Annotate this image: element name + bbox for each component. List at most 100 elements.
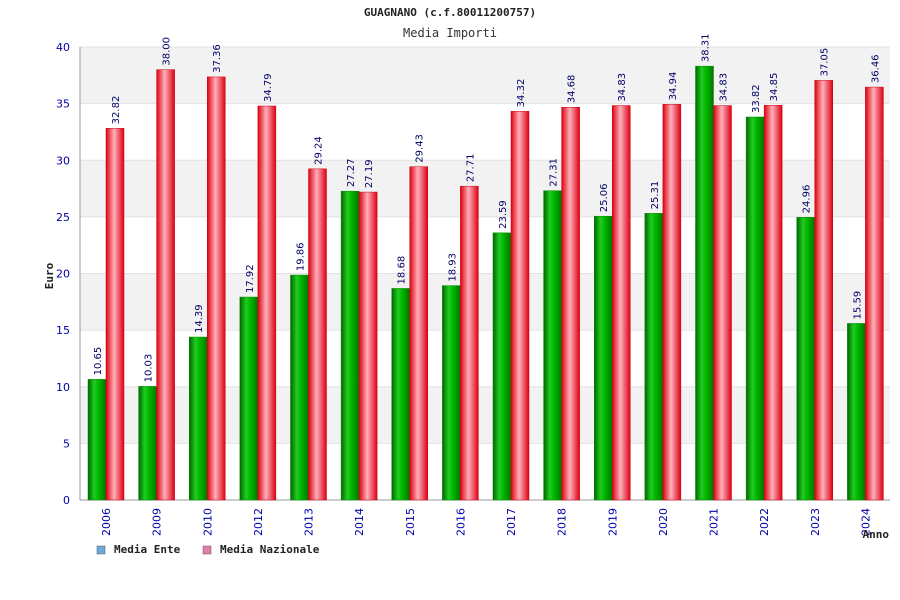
x-tick-label: 2024 xyxy=(859,508,872,536)
bar-media-ente xyxy=(594,215,613,501)
x-tick-label: 2010 xyxy=(201,508,214,536)
legend: Media Ente Media Nazionale xyxy=(96,543,320,556)
x-tick-label: 2019 xyxy=(606,508,619,536)
data-label: 34.79 xyxy=(263,73,274,102)
x-axis-ticks: 2006 2009 2010 2012 2013 2014 2015 2016 2017 2018… xyxy=(100,508,872,536)
y-tick-label: 25 xyxy=(56,211,70,224)
data-label: 27.27 xyxy=(346,159,357,188)
data-label: 24.96 xyxy=(802,185,813,214)
bar-media-nazionale xyxy=(257,105,277,501)
bar-media-ente xyxy=(492,232,512,501)
data-label: 25.31 xyxy=(650,181,661,210)
bar-media-nazionale xyxy=(460,185,479,501)
y-tick-label: 20 xyxy=(56,268,70,281)
y-tick-label: 30 xyxy=(56,154,70,167)
legend-label-media-nazionale: Media Nazionale xyxy=(220,543,320,556)
data-label: 29.24 xyxy=(314,136,325,165)
bar-media-nazionale xyxy=(308,168,327,501)
data-label: 34.32 xyxy=(516,79,527,108)
data-label: 10.65 xyxy=(93,347,104,376)
bar-media-nazionale xyxy=(561,106,580,501)
bar-media-ente xyxy=(745,116,765,501)
data-label: 27.31 xyxy=(549,158,560,187)
data-label: 38.00 xyxy=(162,37,173,66)
data-label: 14.39 xyxy=(194,304,205,333)
bar-media-nazionale xyxy=(612,105,631,501)
data-label: 17.92 xyxy=(245,264,256,293)
data-label: 33.82 xyxy=(751,84,762,113)
bar-media-nazionale xyxy=(713,105,732,501)
data-label: 27.19 xyxy=(364,159,375,188)
data-label: 18.68 xyxy=(397,256,408,285)
bar-media-ente xyxy=(290,274,309,501)
chart-title: GUAGNANO (c.f.80011200757) xyxy=(364,6,536,19)
bar-media-ente xyxy=(391,288,410,501)
bar-media-ente xyxy=(695,65,714,501)
bar-media-ente xyxy=(239,296,259,501)
y-tick-label: 40 xyxy=(56,41,70,54)
bar-media-nazionale xyxy=(865,86,884,501)
data-label: 36.46 xyxy=(870,54,881,83)
legend-label-media-ente: Media Ente xyxy=(114,543,181,556)
bar-media-ente xyxy=(138,386,157,501)
x-tick-label: 2021 xyxy=(708,508,721,536)
data-label: 34.85 xyxy=(769,73,780,102)
data-label: 19.86 xyxy=(296,242,307,271)
bar-media-nazionale xyxy=(358,191,378,501)
data-label: 23.59 xyxy=(498,200,509,229)
data-label: 10.03 xyxy=(144,354,155,383)
x-tick-label: 2013 xyxy=(303,508,316,536)
data-label: 34.94 xyxy=(668,72,679,101)
bar-media-nazionale xyxy=(409,166,428,501)
x-tick-label: 2020 xyxy=(657,508,670,536)
data-label: 15.59 xyxy=(852,291,863,320)
data-label: 18.93 xyxy=(447,253,458,282)
legend-swatch-media-nazionale xyxy=(202,545,212,555)
bar-media-ente xyxy=(847,323,866,501)
data-label: 37.36 xyxy=(212,44,223,73)
bar-media-ente xyxy=(87,379,107,501)
y-axis-ticks: 0 5 10 15 20 25 30 35 40 xyxy=(56,41,70,507)
x-tick-label: 2018 xyxy=(556,508,569,536)
x-tick-label: 2012 xyxy=(252,508,265,536)
x-tick-label: 2006 xyxy=(100,508,113,536)
bar-media-nazionale xyxy=(814,80,833,501)
data-label: 34.83 xyxy=(617,73,628,102)
y-tick-label: 10 xyxy=(56,381,70,394)
data-label: 37.05 xyxy=(820,48,831,77)
x-tick-label: 2009 xyxy=(151,508,164,536)
y-axis-label: Euro xyxy=(43,262,56,289)
data-label: 32.82 xyxy=(111,96,122,125)
bar-media-ente xyxy=(796,217,815,501)
x-axis-label: Anno xyxy=(863,528,890,541)
data-label: 38.31 xyxy=(701,33,712,62)
x-tick-label: 2014 xyxy=(353,508,366,536)
bar-media-nazionale xyxy=(105,128,125,501)
bar-media-ente xyxy=(644,213,664,501)
bar-media-ente xyxy=(189,336,208,501)
x-tick-label: 2023 xyxy=(809,508,822,536)
legend-swatch-media-ente xyxy=(96,545,106,555)
y-tick-label: 15 xyxy=(56,324,70,337)
bar-media-nazionale xyxy=(156,69,175,501)
bar-media-nazionale xyxy=(207,76,226,501)
data-label: 34.83 xyxy=(719,73,730,102)
chart-subtitle: Media Importi xyxy=(403,26,497,40)
data-labels: 10.65 32.82 10.03 38.00 14.39 37.36 17.92 34.79… xyxy=(93,33,881,382)
bar-media-ente xyxy=(442,285,461,501)
bars xyxy=(87,65,884,501)
data-label: 29.43 xyxy=(415,134,426,163)
bar-media-nazionale xyxy=(510,111,530,501)
data-label: 25.06 xyxy=(599,184,610,213)
x-tick-label: 2022 xyxy=(758,508,771,536)
y-tick-label: 5 xyxy=(63,437,70,450)
y-tick-label: 35 xyxy=(56,98,70,111)
data-label: 27.71 xyxy=(465,154,476,183)
bar-media-nazionale xyxy=(662,104,682,501)
x-tick-label: 2015 xyxy=(404,508,417,536)
x-tick-label: 2017 xyxy=(505,508,518,536)
bar-media-ente xyxy=(543,190,562,501)
data-label: 34.68 xyxy=(567,75,578,104)
bar-media-ente xyxy=(340,190,360,501)
